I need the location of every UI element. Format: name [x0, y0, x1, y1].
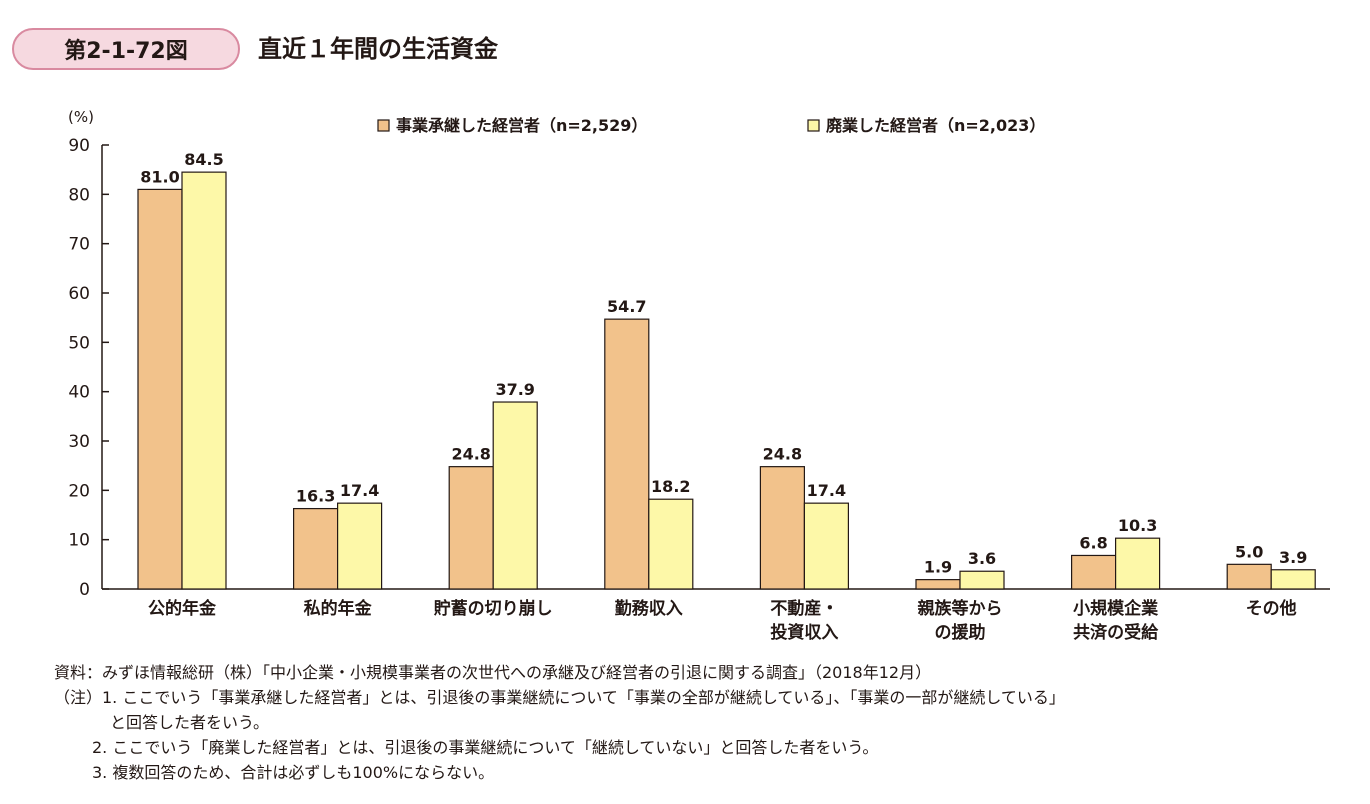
bar	[1270, 569, 1316, 590]
x-category-label: 小規模企業	[1073, 598, 1158, 619]
y-tick-label: 90	[68, 136, 90, 156]
x-category-label: 勤務収入	[615, 598, 683, 619]
bar	[803, 502, 850, 590]
y-tick-label: 40	[68, 383, 90, 403]
data-label: 3.9	[1279, 548, 1307, 567]
y-tick-label: 30	[68, 432, 90, 452]
data-label: 16.3	[296, 487, 335, 506]
y-tick-label: 10	[68, 531, 90, 551]
data-label: 1.9	[924, 558, 952, 577]
bar	[293, 507, 339, 590]
bar	[181, 171, 227, 590]
legend-label: 事業承継した経営者（n=2,529）	[396, 116, 647, 135]
x-category-label: その他	[1246, 598, 1297, 619]
y-tick-label: 20	[68, 481, 90, 501]
notes-block: 資料：みずほ情報総研（株）「中小企業・小規模事業者の次世代への承継及び経営者の引…	[54, 660, 1065, 785]
x-category-label: 貯蓄の切り崩し	[434, 598, 553, 619]
note-1: （注）1. ここでいう「事業承継した経営者」とは、引退後の事業継続について「事業…	[54, 688, 1065, 707]
bar	[1114, 537, 1161, 590]
bar	[337, 502, 383, 590]
figure-number-badge: 第2-1-72図	[12, 28, 240, 70]
bar-chart: (%) 0 10 20 30 40 50 60 70 80 90 事業承継した経営者（n=2,529）…	[68, 108, 1330, 643]
data-label: 10.3	[1118, 516, 1157, 535]
data-label: 17.4	[340, 481, 379, 500]
data-label: 24.8	[763, 445, 802, 464]
bar	[959, 570, 1005, 590]
data-label: 5.0	[1235, 542, 1263, 561]
legend-label: 廃業した経営者（n=2,023）	[826, 116, 1045, 135]
bar	[1226, 563, 1272, 590]
y-tick-label: 70	[68, 235, 90, 255]
x-category-label: 不動産・	[770, 598, 838, 619]
data-label: 18.2	[651, 477, 690, 496]
figure-title: 直近１年間の生活資金	[258, 35, 498, 63]
data-label: 81.0	[140, 167, 179, 186]
y-tick-label: 60	[68, 284, 90, 304]
note-1-continued: と回答した者をいう。	[110, 713, 270, 732]
bar	[915, 579, 961, 590]
x-category-label: 投資収入	[770, 622, 838, 643]
legend-swatch	[807, 119, 820, 132]
x-category-label: の援助	[935, 622, 986, 643]
data-label: 3.6	[968, 549, 996, 568]
note-2: 2. ここでいう「廃業した経営者」とは、引退後の事業継続について「継続していない…	[92, 738, 879, 757]
data-label: 6.8	[1079, 533, 1107, 552]
data-label: 17.4	[807, 481, 846, 500]
data-label: 84.5	[184, 150, 223, 169]
y-tick-label: 50	[68, 333, 90, 353]
bar	[648, 498, 694, 590]
data-label: 54.7	[607, 297, 646, 316]
x-category-label: 共済の受給	[1073, 622, 1159, 643]
y-tick-label: 0	[79, 580, 90, 600]
x-category-label: 親族等から	[918, 598, 1003, 619]
bar	[137, 188, 183, 590]
legend-swatch	[377, 119, 390, 132]
data-label: 37.9	[495, 380, 534, 399]
bar	[604, 318, 650, 590]
y-tick-label: 80	[68, 185, 90, 205]
x-category-label: 公的年金	[148, 598, 217, 619]
bar	[1070, 554, 1117, 590]
data-label: 24.8	[451, 445, 490, 464]
bar	[492, 401, 538, 590]
bar	[448, 466, 494, 590]
x-category-label: 私的年金	[304, 598, 373, 619]
source-note: 資料：みずほ情報総研（株）「中小企業・小規模事業者の次世代への承継及び経営者の引…	[54, 663, 932, 682]
bar	[759, 466, 806, 590]
y-axis-unit-label: (%)	[68, 108, 94, 126]
note-3: 3. 複数回答のため、合計は必ずしも100%にならない。	[92, 763, 495, 782]
